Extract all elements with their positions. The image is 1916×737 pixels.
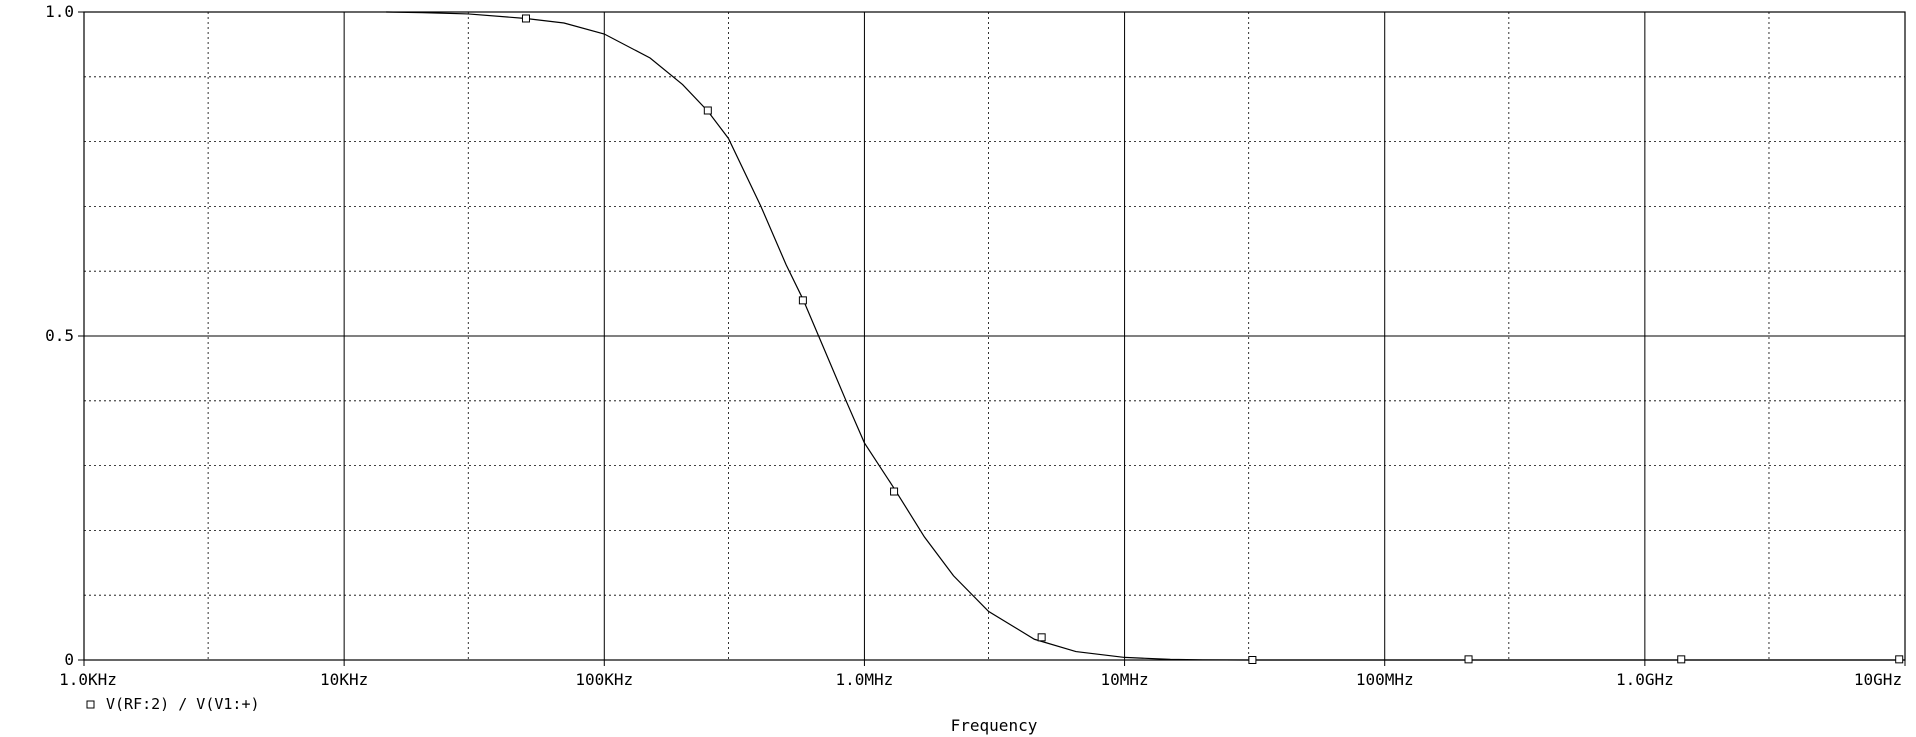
series-line xyxy=(386,11,1905,661)
series xyxy=(386,11,1905,664)
legend-marker xyxy=(86,700,95,709)
grid xyxy=(84,12,1905,660)
data-marker xyxy=(1895,655,1904,664)
x-tick-label: 10GHz xyxy=(1854,670,1902,689)
x-tick-label: 1.0KHz xyxy=(59,670,117,689)
data-marker xyxy=(1037,633,1046,642)
data-marker xyxy=(1677,655,1686,664)
legend-label: V(RF:2) / V(V1:+) xyxy=(106,695,260,713)
data-marker xyxy=(890,487,899,496)
axes xyxy=(78,11,1906,666)
tick-labels: 0 0.5 1.0 1.0KHz 10KHz 100KHz 1.0MHz 10MHz 100MH… xyxy=(45,2,1902,689)
y-tick-label: 1.0 xyxy=(45,2,74,21)
legend: V(RF:2) / V(V1:+) xyxy=(86,695,260,713)
y-tick-label: 0.5 xyxy=(45,326,74,345)
x-axis-label: Frequency xyxy=(951,716,1038,735)
x-tick-label: 1.0MHz xyxy=(836,670,894,689)
data-marker xyxy=(798,296,807,305)
data-marker xyxy=(521,14,530,23)
x-tick-label: 10KHz xyxy=(320,670,368,689)
x-tick-label: 1.0GHz xyxy=(1616,670,1674,689)
x-tick-label: 10MHz xyxy=(1100,670,1148,689)
x-tick-label: 100MHz xyxy=(1356,670,1414,689)
x-tick-label: 100KHz xyxy=(575,670,633,689)
data-marker xyxy=(1464,655,1473,664)
data-marker xyxy=(703,106,712,115)
y-tick-label: 0 xyxy=(64,650,74,669)
data-marker xyxy=(1248,656,1257,664)
